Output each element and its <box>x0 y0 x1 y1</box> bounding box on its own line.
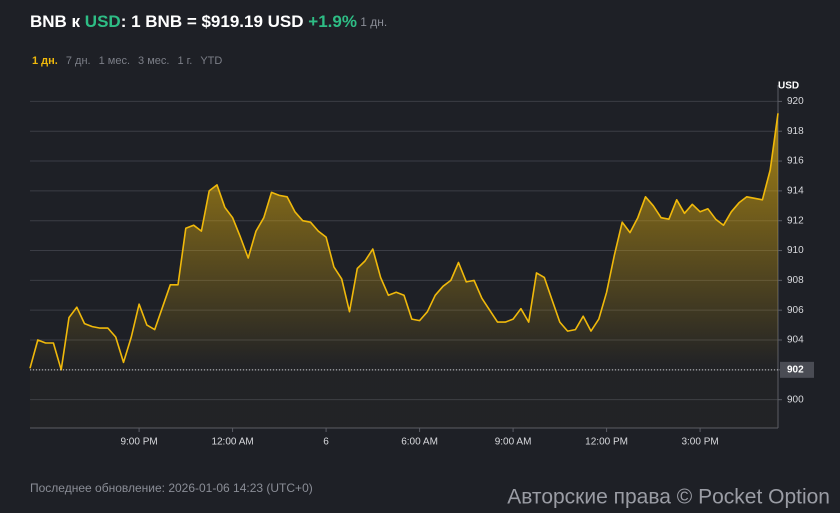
reference-label: 902 <box>787 364 804 375</box>
footer: Последнее обновление: 2026-01-06 14:23 (… <box>30 481 313 495</box>
y-axis-label: USD <box>778 81 799 92</box>
title-part: 1 дн. <box>357 15 387 29</box>
price-line <box>29 113 779 371</box>
range-tab[interactable]: 1 дн. <box>32 55 58 67</box>
x-tick-label: 12:00 AM <box>211 437 253 448</box>
x-tick-label: 12:00 PM <box>585 437 628 448</box>
y-tick-label: 906 <box>787 305 804 316</box>
title-part: : 1 BNB = $919.19 USD <box>121 12 309 31</box>
chart-title: BNB к USD: 1 BNB = $919.19 USD +1.9% 1 д… <box>30 12 387 31</box>
reference-badge <box>780 361 814 378</box>
y-tick-label: 914 <box>787 186 804 197</box>
range-tab[interactable]: 1 мес. <box>99 55 130 67</box>
y-tick-label: 904 <box>787 335 804 346</box>
x-tick-label: 6 <box>323 437 329 448</box>
y-tick-label: 908 <box>787 275 804 286</box>
x-tick-label: 6:00 AM <box>401 437 438 448</box>
range-tab[interactable]: 3 мес. <box>138 55 169 67</box>
y-tick-label: 918 <box>787 126 804 137</box>
range-tab[interactable]: 1 г. <box>177 55 192 67</box>
title-part: +1.9% <box>308 12 357 31</box>
y-tick-label: 920 <box>787 96 804 107</box>
x-tick-label: 3:00 PM <box>681 437 718 448</box>
watermark: Авторские права © Pocket Option <box>507 486 830 509</box>
title-part: USD <box>85 12 121 31</box>
y-tick-label: 916 <box>787 156 804 167</box>
x-tick-label: 9:00 AM <box>495 437 532 448</box>
range-tab[interactable]: 7 дн. <box>66 55 91 67</box>
title-part: BNB к <box>30 12 85 31</box>
y-tick-label: 912 <box>787 215 804 226</box>
y-tick-label: 910 <box>787 245 804 256</box>
y-tick-label: 900 <box>787 394 804 405</box>
area <box>30 113 778 429</box>
range-tab[interactable]: YTD <box>200 55 222 67</box>
x-tick-label: 9:00 PM <box>120 437 157 448</box>
